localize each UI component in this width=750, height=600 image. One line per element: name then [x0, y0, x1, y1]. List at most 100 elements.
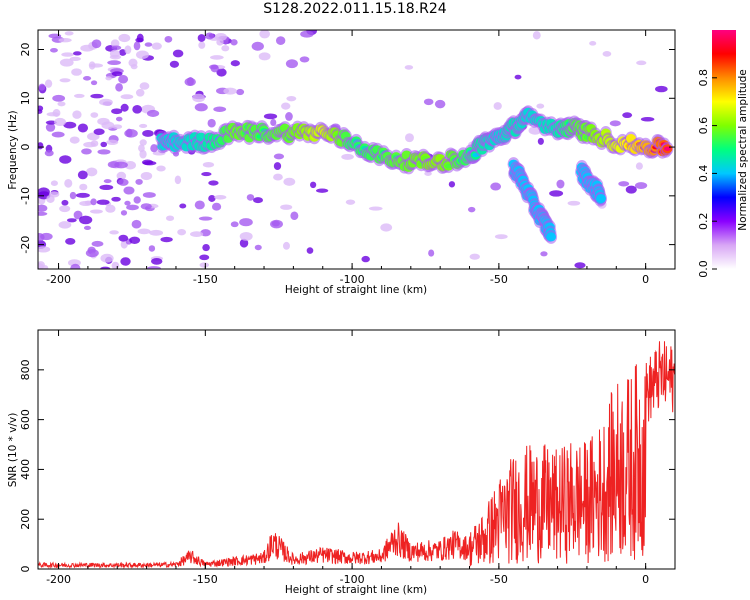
spectrogram-noise-blob	[111, 196, 121, 202]
spectrogram-noise-blob	[83, 225, 91, 231]
spectrogram-noise-blob	[540, 251, 548, 257]
spectrogram-noise-blob	[66, 218, 77, 223]
spectrogram-noise-blob	[59, 205, 71, 213]
spectrogram-noise-blob	[86, 167, 98, 177]
spectrogram-noise-blob	[69, 56, 81, 61]
colorbar-tick-label: 0.0	[697, 260, 710, 278]
snr-x-tick-label: -200	[46, 573, 71, 586]
colorbar-label: Normalized spectral amplitude	[737, 69, 749, 230]
spectrogram-noise-blob	[316, 188, 329, 193]
spectrogram-noise-blob	[490, 182, 502, 191]
spectrogram-noise-blob	[186, 77, 194, 86]
spectrogram-x-axis-label: Height of straight line (km)	[285, 284, 427, 296]
snr-y-tick-label: 400	[19, 459, 32, 480]
spectrogram-noise-blob	[494, 234, 508, 240]
spectrogram-noise-blob	[199, 262, 210, 268]
spectrogram-noise-blob	[622, 112, 633, 119]
spectrogram-noise-blob	[135, 37, 144, 43]
spectrogram-x-tick-label: -50	[490, 273, 508, 286]
spectrogram-noise-blob	[208, 194, 216, 202]
snr-y-tick-label: 0	[19, 566, 32, 573]
spectrogram-noise-blob	[635, 162, 643, 170]
spectrogram-noise-blob	[198, 216, 213, 221]
spectrogram-x-ticks: -200 -150 -100 -50 0	[46, 30, 676, 286]
snr-panel: -200 -150 -100 -50 0 0 200 400 600 800 Height of…	[7, 329, 676, 596]
spectrogram-noise-blob	[368, 206, 383, 211]
spectrogram-noise-blob	[361, 255, 370, 263]
spectrogram-noise-blob	[493, 102, 502, 110]
spectrogram-noise-blob	[48, 33, 62, 39]
spectrogram-noise-blob	[72, 110, 82, 119]
spectrogram-noise-blob	[246, 194, 255, 201]
snr-x-axis-label: Height of straight line (km)	[285, 584, 427, 596]
spectrogram-noise-blob	[96, 199, 110, 205]
spectrogram-noise-blob	[236, 88, 245, 96]
spectrogram-noise-blob	[263, 113, 278, 120]
spectrogram-noise-blob	[63, 121, 77, 129]
spectrogram-noise-blob	[198, 41, 206, 49]
spectrogram-noise-blob	[341, 153, 354, 160]
spectrogram-noise-blob	[345, 199, 356, 205]
spectrogram-noise-blob	[536, 103, 545, 109]
chart-title: S128.2022.011.15.18.R24	[263, 1, 447, 17]
spectrogram-noise-blob	[133, 41, 141, 51]
spectrogram-noise-blob	[139, 123, 148, 128]
snr-frame	[37, 329, 676, 570]
colorbar: 0.0 0.2 0.4 0.6 0.8 Normalized spectral ampl…	[697, 30, 749, 278]
spectrogram-noise-blob	[194, 103, 208, 112]
spectrogram-noise-blob	[214, 194, 227, 200]
spectrogram-noise-blob	[38, 211, 48, 216]
spectrogram-noise-blob	[50, 180, 58, 187]
spectrogram-noise-blob	[79, 200, 93, 207]
spectrogram-noise-blob	[109, 230, 119, 235]
spectrogram-noise-blob	[129, 236, 141, 244]
spectrogram-noise-blob	[194, 200, 205, 210]
spectrogram-noise-blob	[49, 191, 60, 198]
spectrogram-noise-blob	[69, 191, 77, 200]
spectrogram-noise-blob	[58, 221, 72, 229]
spectrogram-noise-blob	[214, 32, 227, 41]
spectrogram-noise-blob	[405, 133, 414, 143]
snr-marks	[38, 341, 675, 569]
spectrogram-noise-blob	[147, 266, 161, 269]
spectrogram-noise-blob	[111, 71, 123, 77]
spectrogram-y-axis-label: Frequency (Hz)	[7, 110, 19, 189]
spectrogram-noise-blob	[44, 149, 54, 157]
spectrogram-noise-blob	[270, 118, 277, 127]
spectrogram-noise-blob	[91, 240, 104, 247]
spectrogram-noise-blob	[73, 51, 82, 56]
spectrogram-noise-blob	[151, 258, 163, 265]
spectrogram-noise-blob	[223, 87, 237, 95]
spectrogram-noise-blob	[139, 82, 150, 90]
spectrogram-noise-blob	[52, 109, 61, 117]
spectrogram-noise-blob	[105, 204, 116, 213]
spectrogram-noise-blob	[609, 120, 621, 127]
spectrogram-noise-blob	[133, 196, 141, 204]
spectrogram-noise-blob	[124, 200, 131, 206]
spectrogram-noise-blob	[61, 52, 74, 57]
spectrogram-noise-blob	[589, 41, 597, 46]
spectrogram-y-tick-label: 20	[19, 43, 32, 57]
spectrogram-noise-blob	[125, 128, 133, 138]
spectrogram-noise-blob	[213, 106, 227, 112]
colorbar-gradient	[712, 30, 736, 269]
spectrogram-noise-blob	[574, 262, 586, 269]
spectrogram-noise-blob	[120, 257, 131, 266]
spectrogram-noise-blob	[112, 124, 123, 130]
spectrogram-noise-blob	[77, 170, 88, 180]
spectrogram-noise-blob	[75, 192, 90, 198]
spectrogram-noise-blob	[199, 254, 210, 261]
spectrogram-noise-blob	[106, 139, 119, 145]
spectrogram-noise-blob	[282, 241, 290, 250]
spectrogram-frame	[37, 29, 676, 270]
spectrogram-noise-blob	[120, 103, 129, 112]
spectrogram-noise-blob	[54, 117, 67, 127]
spectrogram-noise-blob	[625, 185, 637, 194]
spectrogram-noise-blob	[51, 131, 65, 138]
spectrogram-noise-blob	[172, 49, 184, 58]
spectrogram-noise-blob	[141, 159, 154, 165]
spectrogram-noise-blob	[38, 204, 48, 212]
spectrogram-noise-blob	[290, 211, 299, 221]
spectrogram-noise-blob	[151, 42, 162, 50]
